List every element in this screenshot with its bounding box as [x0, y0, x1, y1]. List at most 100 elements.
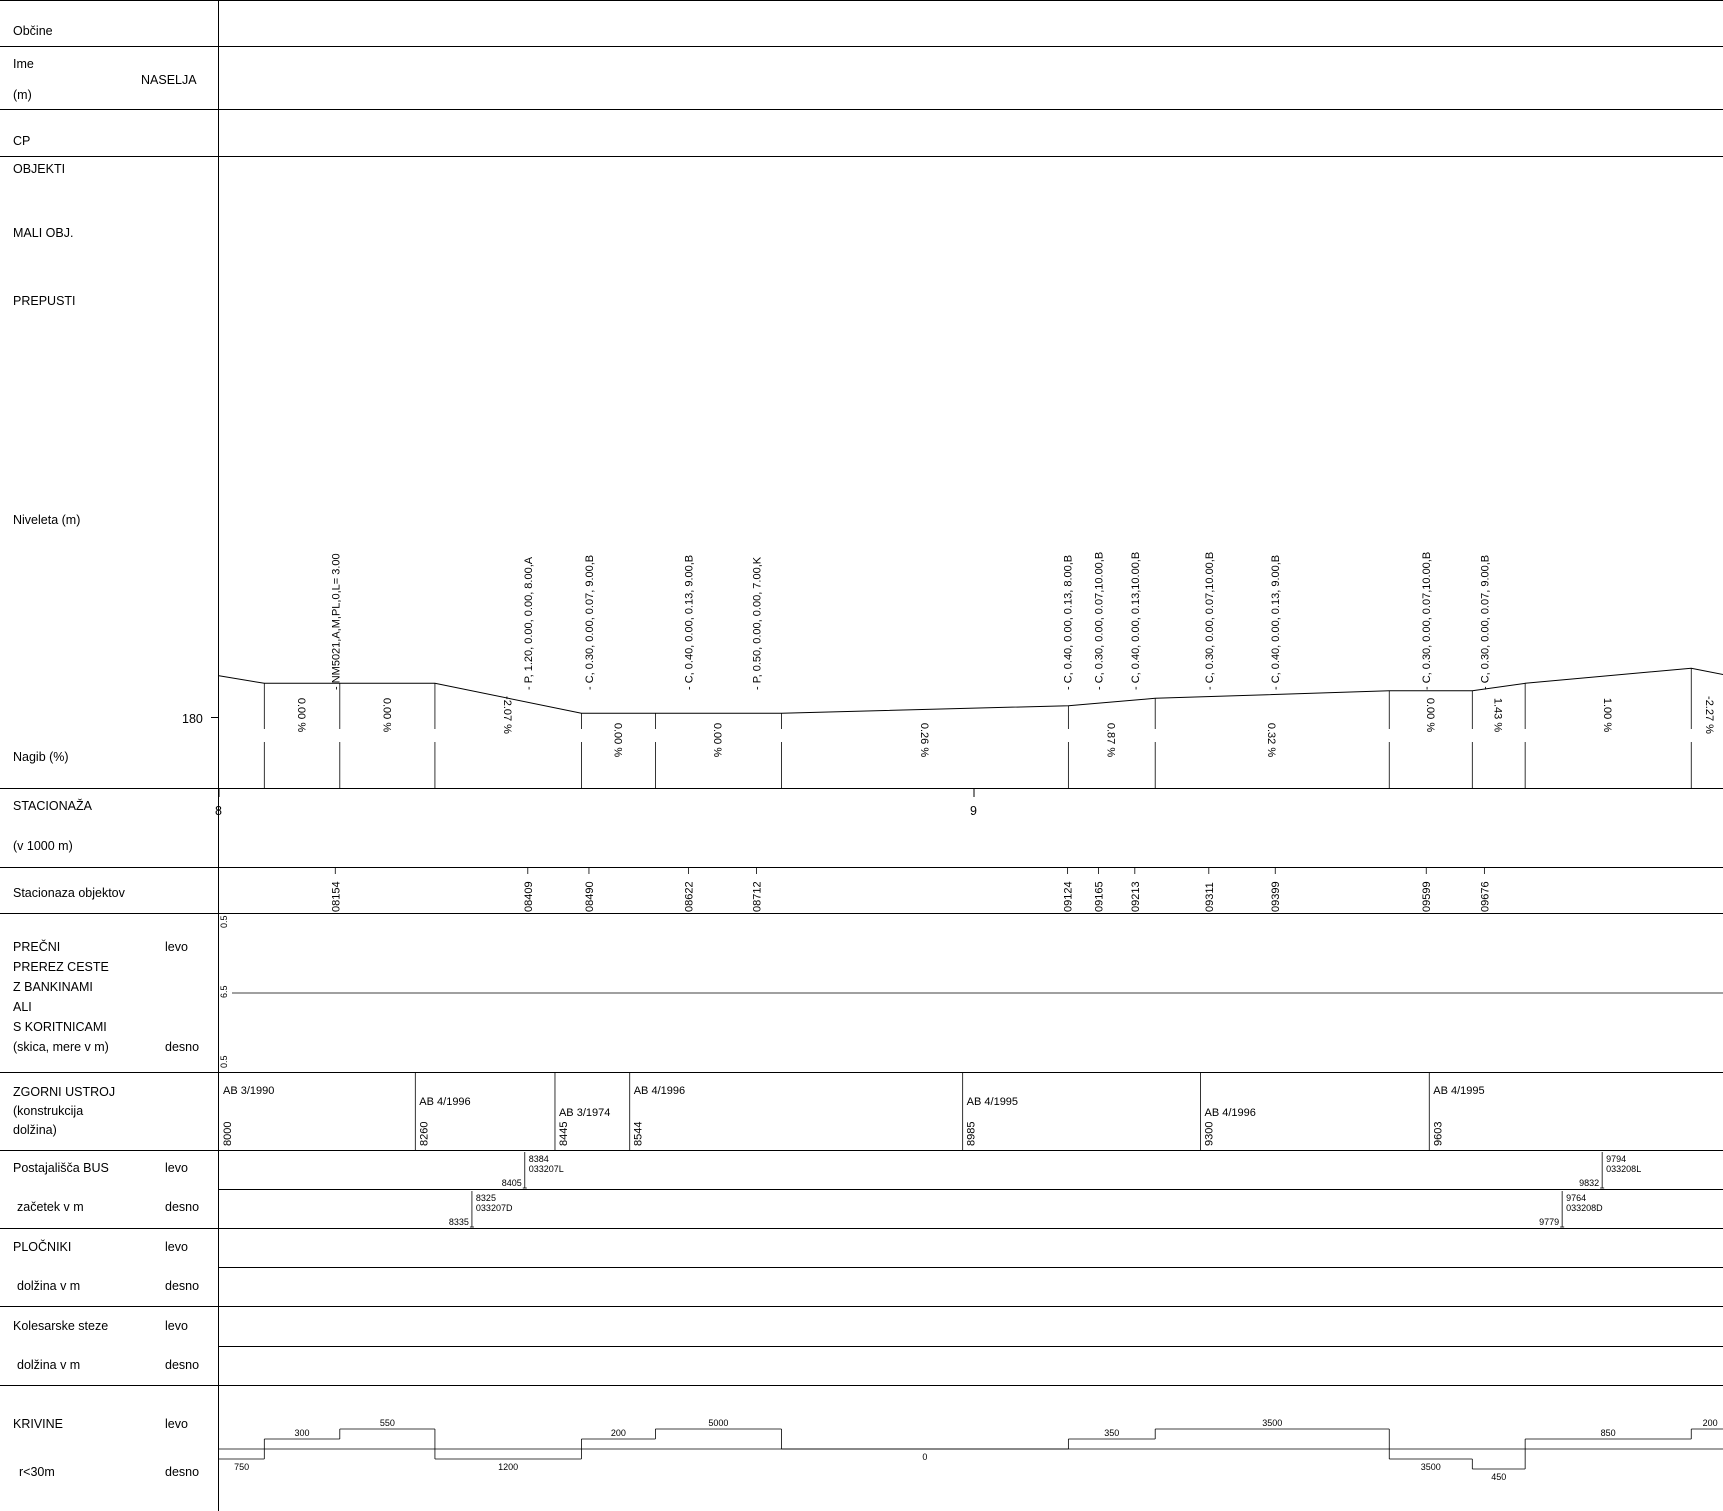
label-cp: CP [13, 134, 30, 148]
cross-right-width: 0.5 [219, 1055, 229, 1068]
label-kolesarske-desno: desno [165, 1358, 199, 1372]
label-ime: Ime [13, 57, 34, 71]
bus-stop-start: 9764 [1566, 1193, 1586, 1203]
grade-value: -2.27 % [1703, 696, 1715, 734]
label-precni-desno: desno [165, 1040, 199, 1054]
label-postajalisca: Postajališča BUS [13, 1161, 109, 1175]
culvert-label: - C, 0.30, 0.00, 0.07, 9.00,B [584, 555, 596, 690]
grade-value: 1.00 % [1601, 698, 1613, 732]
grade-value: 1.43 % [1492, 698, 1504, 732]
label-niveleta: Niveleta (m) [13, 513, 80, 527]
object-station-label: 09399 [1270, 881, 1282, 912]
curve-radius: 0 [922, 1452, 927, 1462]
pavement-type: AB 3/1990 [223, 1085, 274, 1097]
culvert-label: - C, 0.40, 0.00, 0.13, 8.00,B [1063, 555, 1075, 690]
cross-left-width: 0.5 [219, 915, 229, 928]
grade-value: 0.00 % [295, 698, 307, 732]
pavement-start: 8985 [966, 1122, 978, 1146]
culvert-label: - C, 0.30, 0.00, 0.07, 9.00,B [1479, 555, 1491, 690]
label-plocniki-desno: desno [165, 1279, 199, 1293]
curve-radius: 850 [1601, 1428, 1616, 1438]
curve-radius: 3500 [1421, 1462, 1441, 1472]
curve-radius: 200 [611, 1428, 626, 1438]
curve-radius: 550 [380, 1418, 395, 1428]
label-plocniki-levo: levo [165, 1240, 188, 1254]
label-precni-levo: levo [165, 940, 188, 954]
label-ime-unit: (m) [13, 88, 32, 102]
bus-stop-start: 8384 [529, 1154, 549, 1164]
label-postajalisca-sub: začetek v m [17, 1200, 84, 1214]
culvert-label: - C, 0.40, 0.00, 0.13, 9.00,B [684, 555, 696, 690]
label-precni-4: ALI [13, 1000, 32, 1014]
bus-stop-end: 9832 [1579, 1178, 1599, 1188]
culvert-label: - P, 1.20, 0.00, 0.00, 8.00,A [523, 556, 535, 690]
label-nagib: Nagib (%) [13, 750, 69, 764]
grade-value: 0.00 % [611, 723, 623, 757]
bus-stop-start: 8325 [476, 1193, 496, 1203]
grade-value: 0.00 % [1424, 698, 1436, 732]
object-station-label: 08712 [752, 881, 764, 912]
bus-stop-code: 033207L [529, 1164, 564, 1174]
label-kolesarske-sub: dolžina v m [17, 1358, 80, 1372]
object-station-label: 09676 [1479, 881, 1491, 912]
curve-radius: 1200 [498, 1462, 518, 1472]
bus-stop-start: 9794 [1606, 1154, 1626, 1164]
object-station-label: 09311 [1204, 882, 1216, 912]
pavement-type: AB 4/1996 [634, 1085, 685, 1097]
label-stacionaza: STACIONAŽA [13, 798, 93, 813]
label-stacionaza-objektov: Stacionaza objektov [13, 886, 126, 900]
pavement-start: 8000 [222, 1122, 234, 1146]
culvert-label: - P, 0.50, 0.00, 0.00, 7.00,K [752, 556, 764, 690]
niveleta-line [218, 667, 1723, 714]
label-kolesarske: Kolesarske steze [13, 1319, 108, 1333]
bus-stop-end: 8335 [449, 1217, 469, 1227]
object-station-label: 09124 [1063, 881, 1075, 912]
label-zgornji-3: dolžina) [13, 1123, 57, 1137]
curve-radius: 300 [295, 1428, 310, 1438]
pavement-start: 8544 [633, 1122, 645, 1146]
niveleta-reference: 180 [182, 712, 203, 726]
profile-content: 8 9 0.00 % 0.00 % -2.07 % 0.00 % 0.00 % 0.26 % 0… [215, 552, 1723, 1482]
station-label: 8 [215, 804, 222, 818]
label-zgornji-2: (konstrukcija [13, 1104, 83, 1118]
pavement-type: AB 4/1996 [1205, 1107, 1256, 1119]
label-zgornji-1: ZGORNI USTROJ [13, 1085, 115, 1099]
pavement-start: 8445 [558, 1122, 570, 1146]
culvert-label: - C, 0.30, 0.00, 0.07,10.00,B [1094, 552, 1106, 690]
label-prepusti: PREPUSTI [13, 294, 76, 308]
label-precni-2: PREREZ CESTE [13, 960, 109, 974]
label-precni-3: Z BANKINAMI [13, 980, 93, 994]
object-station-label: 09165 [1094, 881, 1106, 912]
label-plocniki: PLOČNIKI [13, 1239, 71, 1254]
bus-stop-code: 033207D [476, 1203, 513, 1213]
label-precni-6: (skica, mere v m) [13, 1040, 109, 1054]
bus-stop-end: 9779 [1539, 1217, 1559, 1227]
label-krivine: KRIVINE [13, 1417, 63, 1431]
grade-value: 0.87 % [1104, 723, 1116, 757]
label-postajalisca-desno: desno [165, 1200, 199, 1214]
label-obcine: Občine [13, 24, 53, 38]
culvert-label: - C, 0.30, 0.00, 0.07,10.00,B [1204, 552, 1216, 690]
bus-stop-code: 033208D [1566, 1203, 1603, 1213]
label-krivine-sub: r<30m [19, 1465, 55, 1479]
object-station-label: 08154 [330, 881, 342, 912]
pavement-type: AB 4/1995 [967, 1096, 1018, 1108]
cross-middle-width: 6.5 [219, 985, 229, 998]
label-precni-5: S KORITNICAMI [13, 1020, 107, 1034]
curve-radius: 200 [1703, 1418, 1718, 1428]
label-krivine-desno: desno [165, 1465, 199, 1479]
label-naselja: NASELJA [141, 73, 197, 87]
station-label: 9 [970, 804, 977, 818]
culvert-label: - C, 0.30, 0.00, 0.07,10.00,B [1421, 552, 1433, 690]
row-labels: Občine Ime NASELJA (m) CP OBJEKTI MALI O… [13, 24, 203, 1479]
pavement-start: 8260 [418, 1122, 430, 1146]
grade-value: 0.00 % [711, 723, 723, 757]
grade-value: -2.07 % [501, 696, 513, 734]
curve-radius: 450 [1491, 1472, 1506, 1482]
label-objekti: OBJEKTI [13, 162, 65, 176]
pavement-type: AB 3/1974 [559, 1107, 610, 1119]
label-postajalisca-levo: levo [165, 1161, 188, 1175]
object-station-label: 08409 [523, 881, 535, 912]
object-station-label: 08622 [684, 881, 696, 912]
